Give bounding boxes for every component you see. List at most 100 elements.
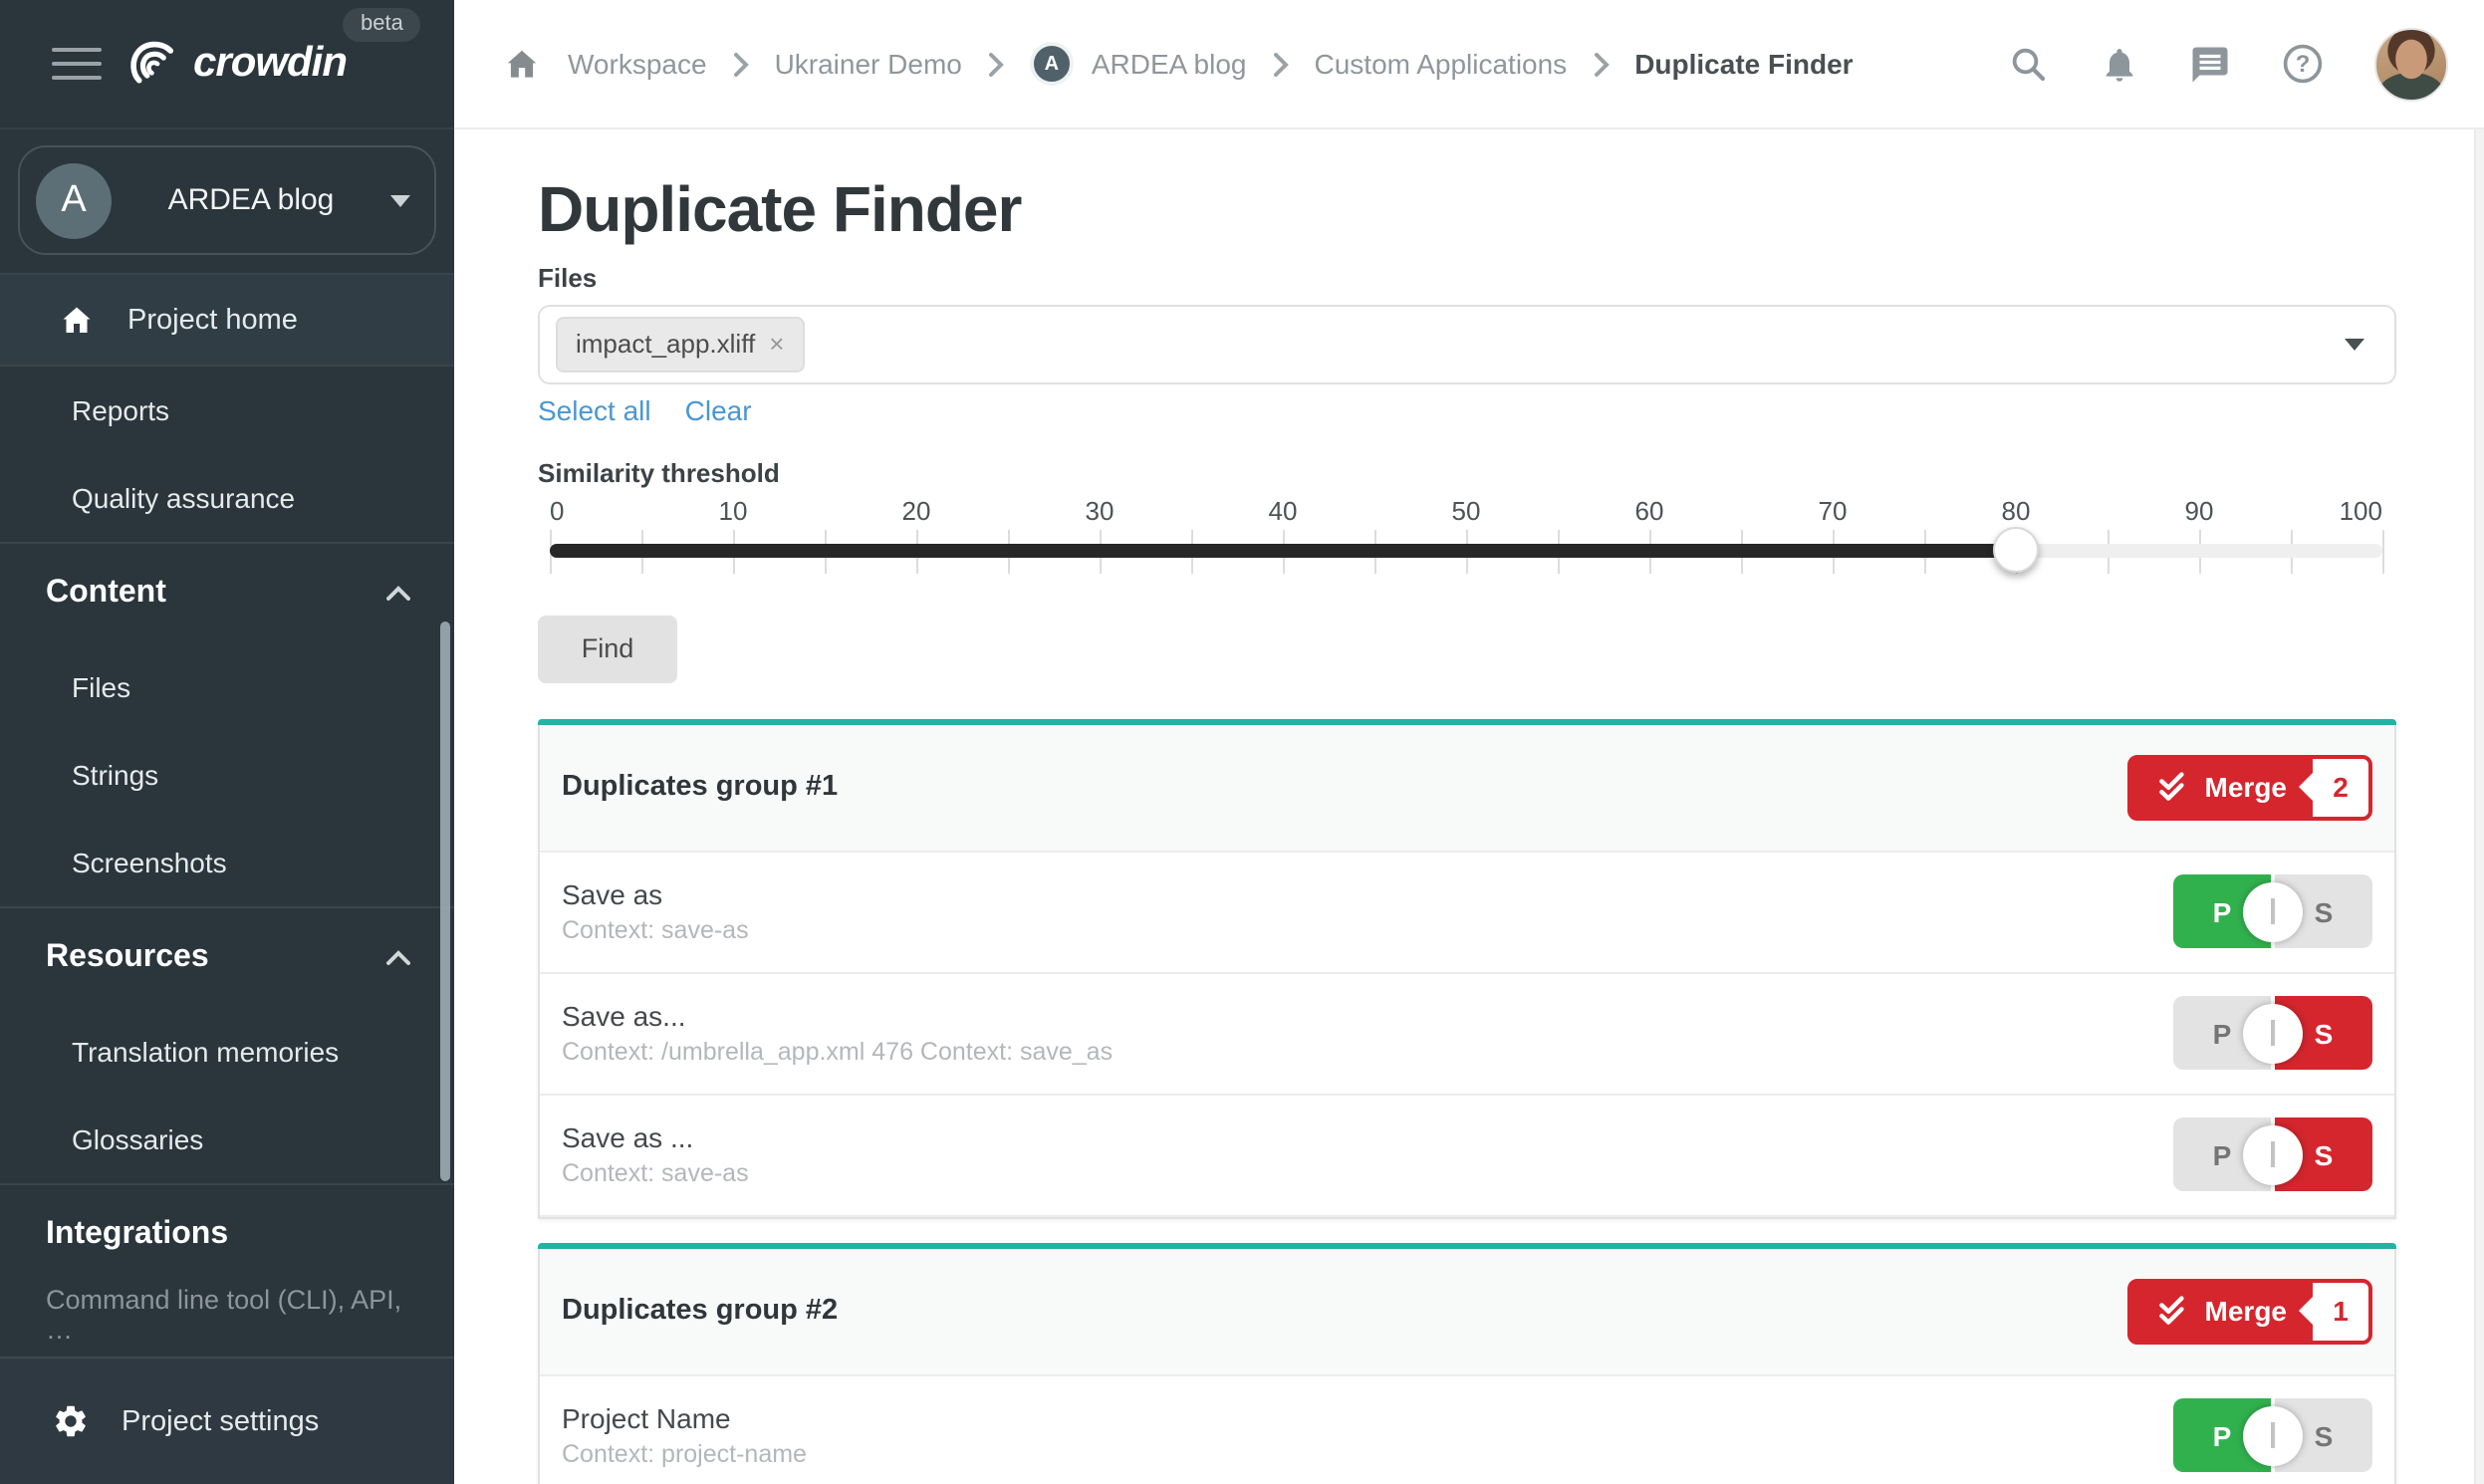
group-accent-bar (538, 1242, 2396, 1249)
slider-tick-label: 30 (1085, 495, 1115, 526)
duplicate-string-context: Context: project-name (562, 1440, 807, 1469)
merge-button-body: Merge (2131, 759, 2313, 817)
sidebar-item-screenshots[interactable]: Screenshots (72, 847, 227, 878)
duplicate-string-context: Context: /umbrella_app.xml 476 Context: … (562, 1038, 1114, 1067)
chat-icon[interactable] (2189, 43, 2231, 85)
primary-secondary-toggle[interactable]: P S (2173, 874, 2372, 949)
search-icon[interactable] (2008, 43, 2050, 85)
sidebar-section-integrations[interactable]: Integrations (0, 1185, 454, 1285)
slider-tick-label: 10 (718, 495, 748, 526)
crowdin-logo-icon (124, 37, 179, 91)
slider-labels: 0 10 20 30 40 50 60 70 80 90 100 (550, 496, 2382, 528)
sidebar-item-files[interactable]: Files (72, 671, 131, 703)
group-header: Duplicates group #2 Merge 1 (540, 1248, 2394, 1376)
home-icon (58, 302, 96, 338)
remove-tag-icon[interactable]: × (769, 329, 785, 360)
merge-button[interactable]: Merge 2 (2126, 754, 2372, 821)
primary-secondary-toggle[interactable]: P S (2173, 1117, 2372, 1192)
breadcrumb-item-duplicate-finder: Duplicate Finder (1634, 48, 1854, 80)
sidebar-item-project-home[interactable]: Project home (0, 275, 454, 365)
toggle-knob[interactable] (2243, 1124, 2303, 1185)
beta-badge: beta (343, 8, 421, 42)
slider-track[interactable] (550, 543, 2382, 558)
badge-notch (2299, 1297, 2313, 1326)
toggle-knob-bar (2271, 898, 2275, 925)
toggle-knob[interactable] (2243, 1003, 2303, 1064)
bell-icon[interactable] (2100, 43, 2139, 85)
group-panel: Duplicates group #2 Merge 1 Proj (538, 1248, 2396, 1484)
sidebar-item-quality-assurance[interactable]: Quality assurance (72, 482, 296, 514)
sidebar-scrollbar-thumb[interactable] (440, 621, 450, 1181)
duplicate-string-title: Project Name (562, 1402, 731, 1435)
page-title: Duplicate Finder (538, 173, 1022, 245)
duplicate-row: Save as ... Context: save-as P S (540, 1095, 2394, 1217)
menu-toggle-button[interactable] (52, 47, 102, 81)
find-button[interactable]: Find (538, 615, 677, 683)
chevron-up-icon (386, 586, 410, 602)
breadcrumb-item-project[interactable]: A ARDEA blog (1029, 42, 1247, 86)
select-all-link[interactable]: Select all (538, 393, 651, 426)
slider-tick-label: 50 (1451, 495, 1481, 526)
sidebar-item-label: Project home (127, 304, 298, 336)
slider-tick-label: 20 (901, 495, 931, 526)
slider-tick-label: 100 (2339, 495, 2382, 526)
breadcrumb-item-workspace[interactable]: Workspace (568, 48, 707, 80)
merge-button-label: Merge (2204, 1295, 2287, 1328)
duplicate-row-texts: Save as... Context: /umbrella_app.xml 47… (562, 1001, 1113, 1067)
slider-tick-label: 70 (1818, 495, 1848, 526)
group-rows: Project Name Context: project-name P S (540, 1375, 2394, 1484)
files-select[interactable]: impact_app.xliff × (538, 304, 2396, 384)
crowdin-logo-text: crowdin (193, 40, 348, 86)
sidebar-section-resources[interactable]: Resources (0, 908, 454, 1008)
duplicates-group: Duplicates group #1 Merge 2 Save (538, 718, 2396, 1219)
home-icon[interactable] (502, 45, 542, 83)
slider-handle[interactable] (1993, 527, 2039, 574)
sidebar-item-glossaries[interactable]: Glossaries (72, 1123, 204, 1155)
sidebar-menu: Reports Quality assurance Content Files … (0, 367, 454, 1370)
sidebar-item-translation-memories[interactable]: Translation memories (72, 1036, 340, 1068)
group-title: Duplicates group #2 (562, 1295, 839, 1328)
sidebar-item-strings[interactable]: Strings (72, 759, 159, 791)
chevron-right-icon (1593, 51, 1610, 77)
project-selector[interactable]: A ARDEA blog (18, 145, 436, 255)
duplicate-row: Save as Context: save-as P S (540, 852, 2394, 974)
chevron-right-icon (988, 51, 1004, 77)
duplicate-row: Project Name Context: project-name P S (540, 1375, 2394, 1484)
topbar: Workspace Ukrainer Demo A ARDEA blog Cus… (454, 0, 2484, 129)
sidebar-item-project-settings[interactable]: Project settings (0, 1357, 454, 1484)
sidebar-section-label: Integrations (46, 1217, 229, 1251)
slider-area (550, 527, 2384, 588)
double-check-icon (2157, 1296, 2189, 1328)
primary-secondary-toggle[interactable]: P S (2173, 996, 2372, 1071)
project-name-label: ARDEA blog (167, 183, 335, 217)
slider-tick-label: 60 (1634, 495, 1664, 526)
slider-tick-label: 80 (2001, 495, 2031, 526)
breadcrumb: Workspace Ukrainer Demo A ARDEA blog Cus… (502, 42, 1854, 86)
user-avatar[interactable] (2374, 27, 2448, 101)
page-scrollbar[interactable] (2474, 129, 2484, 1484)
merge-button-body: Merge (2131, 1283, 2313, 1341)
duplicate-string-title: Save as... (562, 1000, 686, 1033)
topbar-icons: ? (2008, 27, 2464, 101)
group-title: Duplicates group #1 (562, 771, 839, 804)
merge-button[interactable]: Merge 1 (2126, 1278, 2372, 1345)
sidebar-section-content[interactable]: Content (0, 544, 454, 643)
breadcrumb-item-organization[interactable]: Ukrainer Demo (774, 48, 962, 80)
chevron-down-icon (390, 194, 410, 206)
slider-tick (2382, 529, 2384, 574)
help-icon[interactable]: ? (2281, 42, 2325, 86)
sidebar-item-reports[interactable]: Reports (72, 394, 170, 426)
breadcrumb-item-custom-applications[interactable]: Custom Applications (1314, 48, 1568, 80)
primary-secondary-toggle[interactable]: P S (2173, 1398, 2372, 1473)
group-header: Duplicates group #1 Merge 2 (540, 724, 2394, 853)
clear-link[interactable]: Clear (684, 393, 752, 426)
similarity-slider: 0 10 20 30 40 50 60 70 80 90 100 (550, 496, 2384, 588)
chevron-right-icon (733, 51, 749, 77)
sidebar-header: crowdin beta (0, 0, 454, 129)
gear-icon (52, 1402, 90, 1440)
toggle-knob[interactable] (2243, 881, 2303, 942)
toggle-knob[interactable] (2243, 1405, 2303, 1466)
badge-notch (2299, 773, 2313, 802)
crowdin-logo[interactable]: crowdin (124, 37, 348, 91)
divider (0, 1183, 454, 1185)
